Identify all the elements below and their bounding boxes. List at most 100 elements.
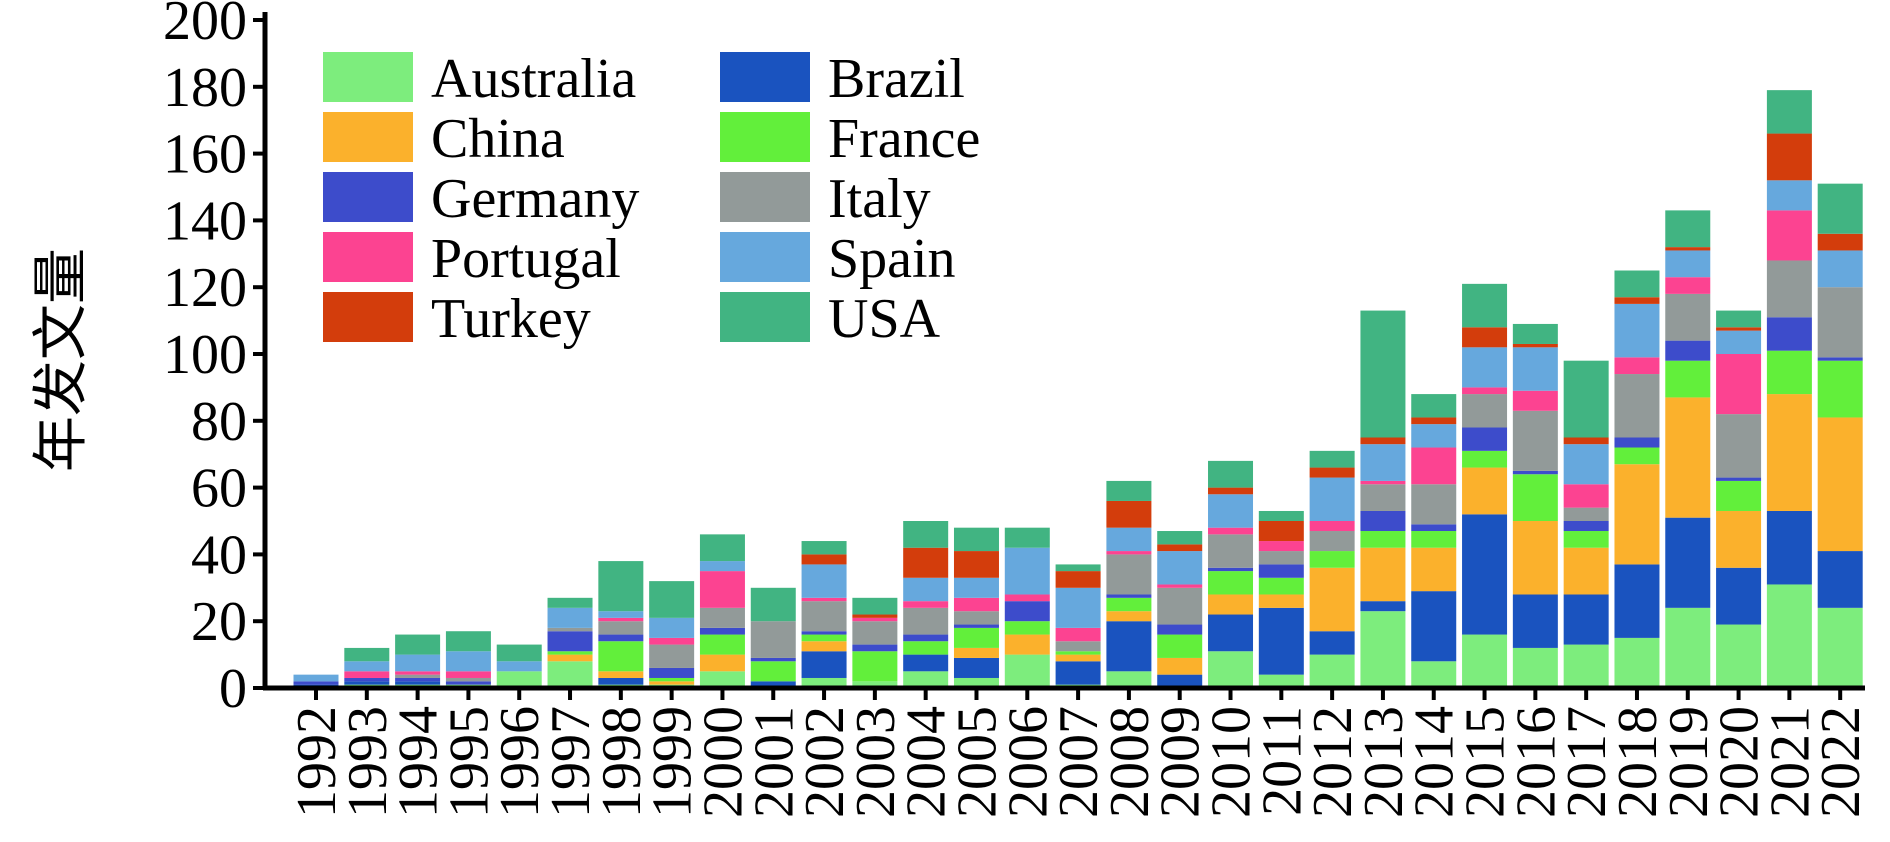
- legend-label-australia: Australia: [431, 48, 636, 110]
- bar-segment-1998-germany: [598, 634, 644, 642]
- bar-segment-1998-italy: [598, 621, 644, 635]
- bar-segment-1997-spain: [547, 607, 593, 628]
- bar-segment-2019-italy: [1665, 293, 1711, 341]
- bar-segment-2020-usa: [1716, 310, 1762, 328]
- bar-segment-2016-germany: [1512, 470, 1558, 475]
- bar-segment-2022-usa: [1817, 183, 1863, 234]
- bar-segment-2018-china: [1614, 464, 1660, 565]
- bar-segment-1999-china: [649, 681, 695, 685]
- bar-segment-2004-france: [903, 641, 949, 655]
- x-tick-label-2011: 2011: [1251, 706, 1313, 816]
- bar-segment-1994-italy: [395, 674, 441, 678]
- bar-segment-2004-germany: [903, 634, 949, 642]
- x-tick-label-2005: 2005: [946, 706, 1008, 818]
- x-tick-label-2019: 2019: [1658, 706, 1720, 818]
- bar-segment-1995-portugal: [445, 671, 491, 678]
- bar-segment-2003-australia: [852, 681, 898, 688]
- bar-segment-2008-brazil: [1106, 621, 1152, 672]
- x-tick-label-1999: 1999: [642, 706, 704, 818]
- bar-segment-2016-china: [1512, 521, 1558, 595]
- bar-segment-2002-portugal: [801, 597, 847, 602]
- bar-segment-2008-australia: [1106, 671, 1152, 688]
- x-tick-label-2001: 2001: [743, 706, 805, 818]
- legend-label-spain: Spain: [828, 228, 956, 290]
- bar-segment-2022-turkey: [1817, 233, 1863, 251]
- x-tick-label-2010: 2010: [1201, 706, 1263, 818]
- bar-segment-2009-spain: [1157, 551, 1203, 585]
- bar-segment-2010-germany: [1208, 567, 1254, 572]
- bar-segment-2002-italy: [801, 601, 847, 632]
- bar-segment-1998-portugal: [598, 617, 644, 622]
- bar-segment-2016-spain: [1512, 347, 1558, 391]
- bar-segment-2010-china: [1208, 594, 1254, 615]
- bar-segment-2002-brazil: [801, 651, 847, 678]
- bar-segment-1999-spain: [649, 617, 695, 638]
- bar-segment-2005-portugal: [953, 597, 999, 612]
- bar-segment-2000-portugal: [699, 571, 745, 608]
- y-axis-label: 年发文量: [29, 248, 94, 472]
- bar-segment-2014-china: [1411, 547, 1457, 592]
- legend-swatch-italy: [720, 172, 810, 222]
- bar-segment-2014-portugal: [1411, 447, 1457, 485]
- legend-label-turkey: Turkey: [431, 288, 591, 350]
- bar-segment-2001-brazil: [750, 681, 796, 688]
- bar-segment-2011-italy: [1258, 551, 1304, 565]
- x-tick-label-1995: 1995: [438, 706, 500, 818]
- bar-segment-2014-usa: [1411, 394, 1457, 418]
- bar-segment-2016-italy: [1512, 410, 1558, 471]
- bar-segment-2001-france: [750, 661, 796, 682]
- bar-segment-2022-germany: [1817, 357, 1863, 361]
- x-tick-label-2018: 2018: [1607, 706, 1669, 818]
- bar-segment-2013-germany: [1360, 510, 1406, 532]
- bar-segment-2020-spain: [1716, 330, 1762, 354]
- bar-segment-2004-italy: [903, 607, 949, 635]
- bar-segment-2020-turkey: [1716, 327, 1762, 331]
- bar-segment-2009-china: [1157, 657, 1203, 675]
- bar-segment-1994-brazil: [395, 681, 441, 685]
- bar-segment-2015-usa: [1462, 283, 1508, 328]
- bar-segment-1996-usa: [496, 644, 542, 662]
- legend-label-italy: Italy: [828, 168, 931, 230]
- bar-segment-2011-australia: [1258, 674, 1304, 688]
- bar-segment-2003-germany: [852, 644, 898, 652]
- bar-segment-2019-spain: [1665, 250, 1711, 278]
- bar-segment-2009-france: [1157, 634, 1203, 658]
- x-tick-label-2008: 2008: [1099, 706, 1161, 818]
- bar-segment-2020-china: [1716, 510, 1762, 568]
- legend-swatch-china: [323, 112, 413, 162]
- y-tick-label-80: 80: [191, 391, 247, 453]
- bar-segment-2010-spain: [1208, 494, 1254, 528]
- bar-segment-2015-brazil: [1462, 514, 1508, 635]
- bar-segment-2017-italy: [1563, 507, 1609, 521]
- bar-segment-2022-brazil: [1817, 551, 1863, 608]
- bar-segment-2017-turkey: [1563, 437, 1609, 445]
- bar-segment-2017-usa: [1563, 360, 1609, 438]
- bar-segment-2006-france: [1004, 621, 1050, 635]
- bar-segment-2014-italy: [1411, 484, 1457, 525]
- bar-segment-2015-turkey: [1462, 327, 1508, 348]
- bar-segment-1993-portugal: [344, 671, 390, 678]
- y-tick-label-120: 120: [163, 257, 247, 319]
- bar-segment-1996-spain: [496, 661, 542, 672]
- bar-segment-2013-spain: [1360, 444, 1406, 481]
- x-tick-label-2014: 2014: [1404, 706, 1466, 818]
- bar-segment-2012-italy: [1309, 531, 1355, 552]
- bar-segment-2002-germany: [801, 631, 847, 635]
- bar-segment-2008-usa: [1106, 480, 1152, 501]
- bar-segment-2010-usa: [1208, 460, 1254, 488]
- bar-segment-2016-australia: [1512, 647, 1558, 688]
- bar-segment-2006-germany: [1004, 601, 1050, 622]
- bar-segment-2010-italy: [1208, 534, 1254, 568]
- bar-segment-2018-australia: [1614, 637, 1660, 688]
- bar-segment-2017-portugal: [1563, 484, 1609, 508]
- x-tick-label-2012: 2012: [1302, 706, 1364, 818]
- bar-segment-2016-turkey: [1512, 343, 1558, 348]
- bar-segment-1998-brazil: [598, 677, 644, 685]
- bar-segment-2020-brazil: [1716, 567, 1762, 625]
- bar-segment-2008-italy: [1106, 554, 1152, 595]
- legend-label-brazil: Brazil: [828, 48, 965, 110]
- bar-segment-2010-portugal: [1208, 527, 1254, 535]
- bar-segment-2011-turkey: [1258, 521, 1304, 542]
- bar-segment-2018-portugal: [1614, 357, 1660, 375]
- bar-segment-2019-portugal: [1665, 277, 1711, 294]
